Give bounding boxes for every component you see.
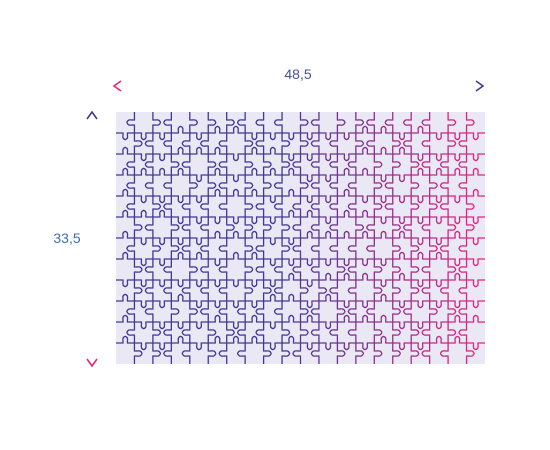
- width-dimension: 48,5: [112, 66, 485, 92]
- puzzle-grid: [116, 112, 485, 364]
- puzzle-horizontal-cut: [116, 314, 485, 330]
- puzzle-horizontal-cut: [116, 209, 485, 225]
- height-arrow-bottom-head: [86, 358, 98, 368]
- height-arrow-top-head: [86, 110, 98, 120]
- height-label: 33,5: [53, 230, 80, 246]
- width-arrow-right-head: [475, 80, 485, 92]
- puzzle-horizontal-cut: [116, 167, 485, 183]
- puzzle-horizontal-cut: [116, 230, 485, 246]
- puzzle-horizontal-cut: [116, 188, 485, 204]
- puzzle-horizontal-cut: [116, 335, 485, 351]
- puzzle-horizontal-cut: [116, 272, 485, 288]
- puzzle-horizontal-cut: [116, 251, 485, 267]
- puzzle-horizontal-cut: [116, 125, 485, 141]
- width-label: 48,5: [284, 66, 311, 82]
- puzzle-board: [116, 112, 485, 364]
- width-arrow-left-head: [112, 80, 122, 92]
- puzzle-horizontal-cut: [116, 293, 485, 309]
- height-dimension: 33,5: [53, 110, 98, 368]
- puzzle-horizontal-cut: [116, 146, 485, 162]
